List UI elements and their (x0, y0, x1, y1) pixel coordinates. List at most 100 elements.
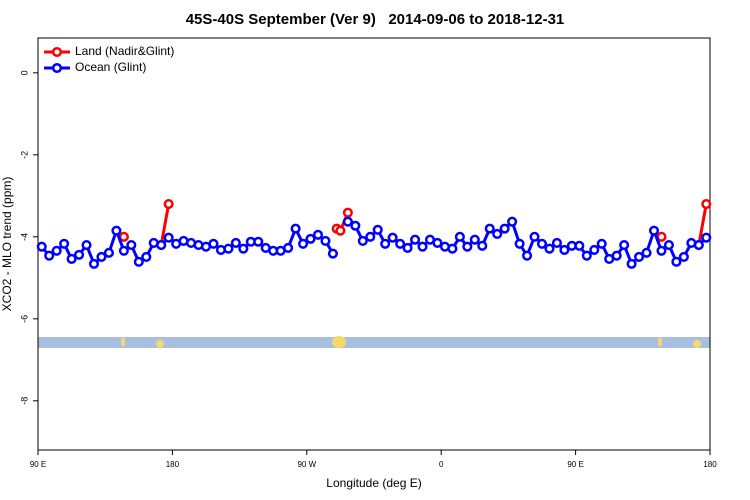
data-point (492, 228, 503, 240)
data-point (74, 249, 85, 260)
data-point (574, 240, 585, 251)
data-point (51, 245, 62, 256)
data-point (238, 243, 249, 254)
x-tick-label: 90 W (297, 460, 316, 469)
chart-title: 45S-40S September (Ver 9) 2014-09-06 to … (186, 11, 565, 28)
y-tick-label: -6 (19, 315, 29, 323)
data-point (350, 220, 361, 231)
y-tick-label: -2 (19, 151, 29, 159)
data-point (484, 223, 495, 234)
data-point (432, 237, 443, 249)
x-tick-label: 180 (703, 460, 717, 469)
data-point (230, 237, 241, 249)
data-point (678, 251, 689, 262)
data-point (514, 238, 525, 249)
plot-frame (37, 37, 711, 451)
data-point (133, 256, 144, 267)
data-point (402, 242, 413, 253)
data-point (357, 235, 368, 246)
data-point (312, 229, 324, 240)
land-patch (156, 340, 164, 348)
data-point (507, 216, 518, 227)
data-point (536, 238, 548, 249)
data-point (469, 234, 480, 245)
x-tick-label: 0 (439, 460, 444, 469)
data-point (320, 235, 331, 246)
data-point (253, 236, 264, 247)
data-point (118, 245, 129, 256)
data-point (335, 225, 346, 236)
data-point (372, 224, 383, 235)
y-axis-label: XCO2 - MLO trend (ppm) (0, 177, 14, 312)
y-tick-label: -8 (19, 397, 29, 405)
data-point (417, 241, 428, 252)
data-point (163, 232, 174, 243)
data-point (380, 238, 391, 249)
data-point (663, 239, 674, 251)
data-point (551, 237, 562, 249)
data-point (44, 250, 55, 261)
legend-label: Ocean (Glint) (75, 60, 146, 74)
y-tick-label: -4 (19, 233, 29, 241)
data-point (298, 238, 309, 249)
ocean-strip (38, 337, 710, 348)
data-point (327, 248, 338, 259)
data-point (462, 241, 473, 252)
data-point (581, 250, 592, 261)
data-point (701, 198, 712, 210)
data-point (81, 239, 92, 251)
data-point (626, 258, 637, 269)
data-point (126, 239, 137, 251)
data-point (589, 244, 600, 255)
data-point (559, 244, 570, 255)
data-point (410, 234, 421, 245)
legend-marker (51, 62, 63, 74)
data-point (36, 241, 47, 252)
data-point (544, 243, 555, 254)
data-point (395, 238, 406, 249)
x-tick-label: 180 (166, 460, 180, 469)
data-point (111, 225, 122, 236)
data-point (163, 198, 174, 210)
data-point (693, 239, 704, 251)
data-point (365, 231, 376, 242)
data-point (499, 223, 510, 234)
y-tick-label: 0 (19, 70, 29, 75)
data-point (447, 243, 458, 254)
data-point (103, 247, 114, 258)
x-tick-label: 90 E (30, 460, 46, 469)
data-point (141, 251, 152, 262)
data-point (619, 239, 630, 251)
data-point (156, 239, 167, 251)
data-point (454, 231, 465, 242)
data-point (283, 242, 294, 253)
data-point (305, 233, 316, 244)
data-point (641, 247, 652, 258)
land-patch (332, 336, 346, 348)
land-patch (121, 337, 125, 347)
data-point (342, 207, 353, 218)
data-point (66, 253, 77, 265)
data-point (342, 216, 353, 227)
data-point (208, 238, 219, 249)
data-point (701, 232, 712, 243)
data-point (522, 250, 533, 261)
data-point (290, 223, 301, 234)
data-point (387, 232, 398, 243)
legend-marker (51, 46, 63, 58)
land-patch (658, 337, 662, 347)
data-point (634, 251, 645, 262)
data-point (223, 243, 234, 254)
data-point (529, 231, 540, 242)
data-point (59, 238, 70, 249)
data-point (88, 258, 100, 269)
x-tick-label: 90 E (567, 460, 583, 469)
data-point (611, 250, 622, 261)
data-point (477, 240, 488, 251)
land-patch (693, 340, 701, 348)
data-point (656, 245, 667, 256)
data-point (96, 251, 107, 262)
x-axis-label: Longitude (deg E) (326, 476, 421, 490)
